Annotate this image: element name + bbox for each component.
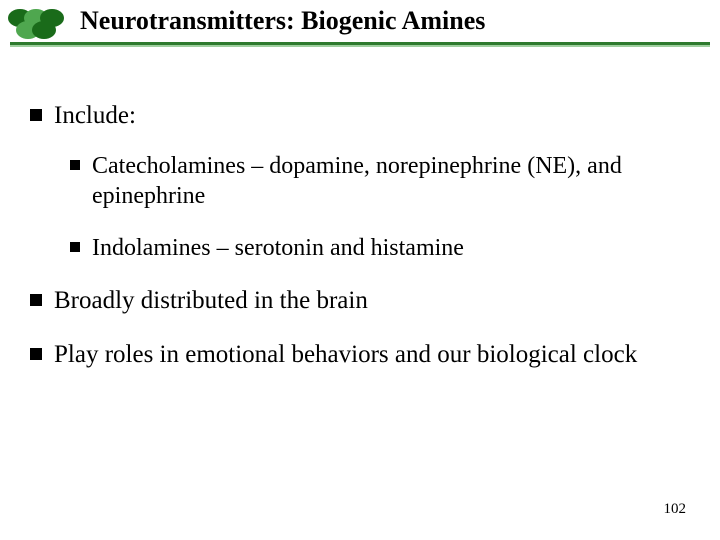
bullet-include: Include: Catecholamines – dopamine, nore… [30, 100, 695, 263]
bullet-square-icon [70, 242, 80, 252]
title-rule-light [10, 45, 710, 47]
bullet-distributed: Broadly distributed in the brain [30, 285, 695, 316]
slide-title: Neurotransmitters: Biogenic Amines [80, 6, 700, 36]
bullet-text: Broadly distributed in the brain [54, 285, 368, 316]
subbullet-indolamines: Indolamines – serotonin and histamine [70, 233, 695, 263]
page-number: 102 [664, 501, 687, 518]
bullet-text: Play roles in emotional behaviors and ou… [54, 339, 637, 370]
bullet-roles: Play roles in emotional behaviors and ou… [30, 339, 695, 370]
content-area: Include: Catecholamines – dopamine, nore… [30, 100, 695, 392]
bullet-square-icon [30, 109, 42, 121]
bullet-square-icon [30, 294, 42, 306]
subbullet-catecholamines: Catecholamines – dopamine, norepinephrin… [70, 151, 695, 211]
logo-icon [6, 4, 70, 42]
bullet-text: Include: [54, 100, 136, 131]
subbullet-text: Catecholamines – dopamine, norepinephrin… [92, 151, 695, 211]
bullet-square-icon [70, 160, 80, 170]
bullet-square-icon [30, 348, 42, 360]
subbullet-text: Indolamines – serotonin and histamine [92, 233, 464, 263]
